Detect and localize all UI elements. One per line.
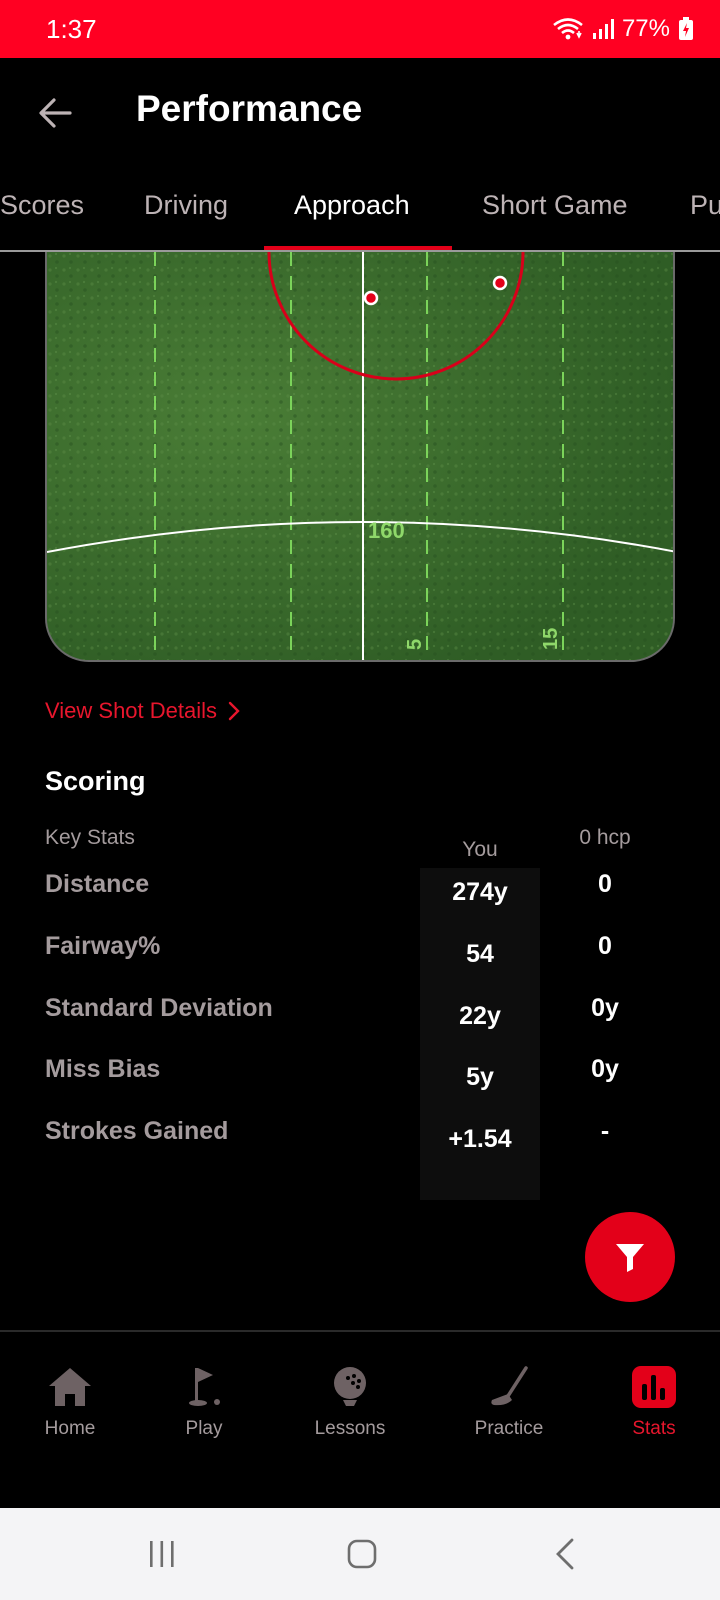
battery-percent: 77% bbox=[621, 15, 670, 42]
filter-icon bbox=[616, 1244, 644, 1272]
system-navigation-bar bbox=[0, 1508, 720, 1600]
view-shot-details-link[interactable]: View Shot Details bbox=[45, 698, 241, 724]
arrow-left-icon bbox=[39, 98, 72, 128]
stat-label: Fairway% bbox=[45, 932, 161, 960]
back-system-button[interactable] bbox=[540, 1532, 590, 1576]
status-time: 1:37 bbox=[46, 13, 97, 44]
nav-practice-label: Practice bbox=[474, 1418, 544, 1439]
stat-label: Distance bbox=[45, 870, 150, 898]
lane-label-15: 15 bbox=[540, 628, 562, 650]
bottom-navigation: Home Play Lessons Practice bbox=[0, 1330, 720, 1508]
stat-label: Strokes Gained bbox=[45, 1117, 229, 1145]
active-tab-indicator bbox=[264, 246, 452, 250]
nav-home-label: Home bbox=[44, 1418, 96, 1439]
distance-label: 160 bbox=[368, 518, 405, 543]
stat-you-value: 22y bbox=[459, 1002, 501, 1030]
you-header: You bbox=[462, 838, 498, 861]
wifi-icon bbox=[552, 17, 584, 41]
table-row: Fairway% 54 0 bbox=[45, 932, 685, 992]
page-title: Performance bbox=[136, 88, 363, 129]
nav-lessons-label: Lessons bbox=[314, 1418, 386, 1439]
key-stats-header: Key Stats bbox=[45, 826, 135, 849]
golf-ball-icon bbox=[334, 1367, 366, 1406]
battery-charging-icon bbox=[678, 17, 694, 41]
stat-you-value: 274y bbox=[452, 878, 508, 906]
stat-hcp-value: 0 bbox=[598, 932, 612, 960]
category-tabs: Scores Driving Approach Short Game Pu bbox=[0, 168, 720, 252]
scoring-title: Scoring bbox=[45, 766, 146, 796]
nav-lessons[interactable]: Lessons bbox=[285, 1366, 415, 1440]
tab-driving[interactable]: Driving bbox=[144, 190, 229, 220]
nav-play[interactable]: Play bbox=[139, 1366, 269, 1440]
app-header: Performance bbox=[0, 58, 720, 168]
nav-stats[interactable]: Stats bbox=[589, 1366, 719, 1440]
back-button[interactable] bbox=[30, 88, 80, 138]
tab-short-game[interactable]: Short Game bbox=[482, 190, 628, 220]
stat-label: Miss Bias bbox=[45, 1055, 161, 1083]
stat-you-value: 5y bbox=[466, 1063, 494, 1091]
table-row: Miss Bias 5y 0y bbox=[45, 1055, 685, 1115]
stat-hcp-value: - bbox=[600, 1117, 610, 1145]
stat-hcp-value: 0y bbox=[591, 994, 619, 1022]
tab-putting[interactable]: Pu bbox=[690, 190, 720, 220]
nav-home[interactable]: Home bbox=[5, 1366, 135, 1440]
home-icon bbox=[49, 1368, 91, 1406]
golf-club-icon bbox=[491, 1366, 528, 1406]
lane-label-5: 5 bbox=[404, 639, 426, 650]
filter-button[interactable] bbox=[585, 1212, 675, 1302]
nav-stats-label: Stats bbox=[632, 1418, 676, 1439]
view-shot-details-label: View Shot Details bbox=[45, 698, 218, 723]
tab-scores[interactable]: Scores bbox=[0, 190, 85, 220]
table-row: Distance 274y 0 bbox=[45, 870, 685, 930]
home-system-button[interactable] bbox=[337, 1532, 387, 1576]
stats-chart-icon bbox=[632, 1366, 676, 1408]
you-column-background bbox=[420, 868, 540, 1200]
recent-apps-button[interactable] bbox=[137, 1532, 187, 1576]
stat-label: Standard Deviation bbox=[45, 994, 273, 1022]
status-icons: 77% bbox=[552, 15, 694, 43]
stat-you-value: +1.54 bbox=[448, 1125, 512, 1153]
nav-play-label: Play bbox=[185, 1418, 223, 1439]
table-row: Standard Deviation 22y 0y bbox=[45, 994, 685, 1054]
stat-hcp-value: 0 bbox=[598, 870, 612, 898]
approach-shot-map[interactable]: 160 5 15 bbox=[45, 252, 675, 662]
back-chevron-icon bbox=[556, 1538, 574, 1570]
table-row: Strokes Gained +1.54 - bbox=[45, 1117, 685, 1177]
status-bar: 1:37 77% bbox=[0, 0, 720, 58]
signal-icon bbox=[592, 18, 614, 40]
home-circle-icon bbox=[347, 1539, 377, 1569]
stat-hcp-value: 0y bbox=[591, 1055, 619, 1083]
tab-approach[interactable]: Approach bbox=[294, 190, 410, 220]
recent-apps-icon bbox=[150, 1541, 174, 1567]
chevron-right-icon bbox=[228, 701, 240, 721]
golf-flag-icon bbox=[189, 1368, 220, 1406]
stat-you-value: 54 bbox=[466, 940, 494, 968]
hcp-header: 0 hcp bbox=[579, 826, 631, 849]
nav-practice[interactable]: Practice bbox=[444, 1366, 574, 1440]
